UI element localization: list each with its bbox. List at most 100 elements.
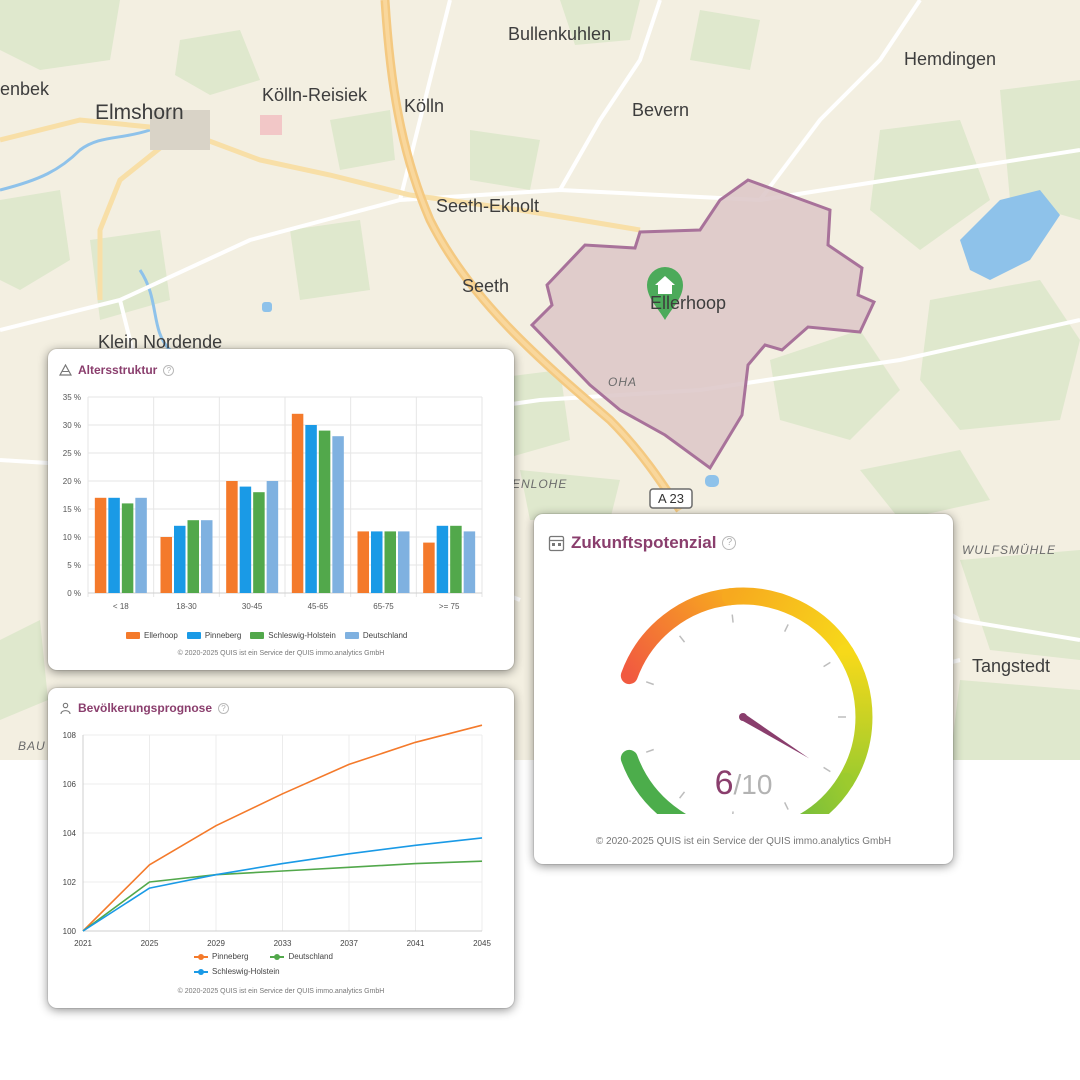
gauge-tick — [823, 661, 831, 668]
y-tick-label: 108 — [63, 731, 77, 740]
y-tick-label: 102 — [63, 878, 77, 887]
series-line — [82, 837, 483, 932]
x-tick-label: 2029 — [207, 939, 225, 948]
bar — [291, 413, 304, 593]
place-label: enbek — [0, 79, 50, 99]
people-icon — [59, 702, 72, 715]
copyright-text: © 2020-2025 QUIS ist ein Service der QUI… — [177, 988, 385, 995]
bar — [450, 525, 462, 593]
gauge-arc — [837, 644, 873, 790]
bar — [371, 531, 383, 593]
map-industrial — [150, 110, 282, 150]
gauge-tick — [783, 802, 789, 810]
region-ellerhoop[interactable] — [529, 178, 877, 471]
place-label: Seeth-Ekholt — [436, 196, 539, 216]
gauge-tick — [732, 811, 734, 814]
x-tick-label: 18-30 — [176, 602, 197, 611]
place-label: WULFSMÜHLE — [962, 543, 1056, 557]
y-tick-label: 100 — [63, 927, 77, 936]
card-title-text: Altersstruktur — [78, 363, 158, 377]
bar — [332, 436, 344, 593]
y-tick-label: 30 % — [63, 421, 81, 430]
legend-item[interactable]: Schleswig-Holstein — [194, 967, 280, 976]
place-label: BAU — [18, 739, 46, 753]
x-tick-label: 45-65 — [308, 602, 329, 611]
y-tick-label: 5 % — [67, 561, 81, 570]
gauge-arc — [721, 587, 855, 662]
place-label: Bevern — [632, 100, 689, 120]
card-title: Altersstruktur ? — [59, 363, 175, 377]
gauge-tick — [678, 791, 686, 799]
x-tick-label: >= 75 — [439, 602, 460, 611]
bar — [357, 531, 369, 593]
legend-item[interactable]: Pinneberg — [186, 631, 241, 640]
home-marker-icon[interactable] — [647, 267, 683, 320]
place-label: Elmshorn — [95, 101, 184, 124]
bar — [160, 537, 172, 593]
bar — [108, 497, 120, 593]
bar — [266, 481, 279, 593]
place-label: Seeth — [462, 276, 509, 296]
svg-text:A 23: A 23 — [658, 491, 684, 506]
place-label: Ellerhoop — [650, 293, 726, 313]
bar — [187, 520, 199, 593]
map-water-bodies — [262, 190, 1060, 487]
legend-item[interactable]: Deutschland — [270, 952, 333, 961]
gauge-needle — [739, 714, 810, 759]
help-icon[interactable]: ? — [218, 702, 230, 714]
x-tick-label: 2037 — [340, 939, 358, 948]
x-tick-label: 2025 — [141, 939, 159, 948]
bevoelkerungsprognose-card: Bevölkerungsprognose ? 100 102 104 106 108 20… — [48, 688, 514, 1008]
zukunftspotenzial-gauge — [620, 587, 873, 814]
gauge-max: /10 — [733, 769, 773, 800]
y-tick-label: 104 — [63, 829, 77, 838]
building-icon — [548, 535, 565, 552]
triangle-stack-icon — [59, 364, 72, 376]
bar — [463, 531, 476, 593]
legend-item[interactable]: Pinneberg — [194, 952, 248, 961]
x-tick-label: 2041 — [407, 939, 425, 948]
gauge-tick — [645, 748, 654, 753]
bar — [398, 531, 410, 593]
copyright-text: © 2020-2025 QUIS ist ein Service der QUI… — [595, 836, 892, 847]
chart-legend: Pinneberg Deutschland — [194, 952, 333, 961]
bar — [239, 486, 252, 593]
chart-legend: Schleswig-Holstein — [194, 967, 280, 976]
gauge-arc — [799, 772, 855, 814]
place-label: Kölln — [404, 96, 444, 116]
gauge-tick — [731, 614, 734, 623]
y-tick-label: 25 % — [63, 449, 81, 458]
bar — [121, 503, 134, 593]
y-tick-label: 20 % — [63, 477, 81, 486]
x-tick-label: < 18 — [113, 602, 129, 611]
bar — [384, 531, 396, 593]
legend-item[interactable]: Schleswig-Holstein — [250, 631, 336, 640]
gauge-tick — [783, 624, 789, 632]
place-label: OHA — [608, 375, 637, 389]
card-title: Bevölkerungsprognose ? — [59, 701, 230, 715]
bar — [423, 542, 435, 593]
x-tick-label: 2045 — [473, 939, 491, 948]
card-title-text: Zukunftspotenzial — [571, 533, 717, 552]
legend-item[interactable]: Deutschland — [344, 631, 407, 640]
bar — [253, 492, 265, 593]
legend-item[interactable]: Ellerhoop — [126, 631, 178, 640]
y-tick-label: 10 % — [63, 533, 81, 542]
help-icon[interactable]: ? — [163, 364, 175, 376]
y-tick-label: 0 % — [67, 589, 81, 598]
gauge-value: 6/10 — [534, 764, 953, 803]
place-label: ENLOHE — [512, 477, 567, 491]
place-label: Klein Nordende — [98, 332, 222, 352]
y-tick-label: 35 % — [63, 393, 81, 402]
help-icon[interactable]: ? — [722, 536, 737, 550]
y-tick-label: 106 — [63, 780, 77, 789]
place-label: Tangstedt — [972, 656, 1050, 676]
place-label: Kölln-Reisiek — [262, 85, 368, 105]
map-water — [0, 128, 172, 352]
zukunftspotenzial-card: Zukunftspotenzial ? 6/10 © 2020-2025 QUI… — [534, 514, 953, 864]
y-tick-label: 15 % — [63, 505, 81, 514]
bar — [436, 525, 449, 593]
place-label: Bullenkuhlen — [508, 24, 611, 44]
gauge-arc — [620, 749, 687, 814]
gauge-tick — [678, 635, 686, 643]
